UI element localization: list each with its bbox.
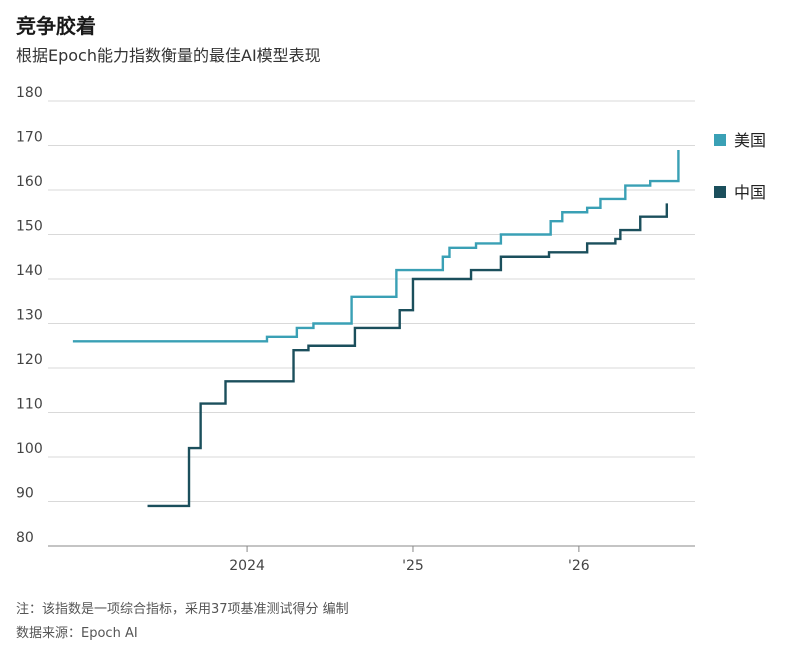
y-tick-label: 130 <box>16 308 43 324</box>
footnote-note: 注：该指数是一项综合指标，采用37项基准测试得分 编制 <box>16 602 349 617</box>
y-tick-label: 80 <box>16 530 34 546</box>
y-tick-label: 110 <box>16 397 43 413</box>
grid-layer: 80 90 100 110 120 130 140 150 160 170 180 2024 '25 '2… <box>16 85 695 574</box>
y-tick-label: 100 <box>16 441 43 457</box>
y-tick-label: 120 <box>16 352 43 368</box>
chart-title: 竞争胶着 <box>16 14 96 38</box>
series-line-us <box>72 149 680 343</box>
y-tick-label: 90 <box>16 486 34 502</box>
y-tick-label: 150 <box>16 219 43 235</box>
legend-label-us: 美国 <box>734 131 766 150</box>
series-layer <box>72 149 680 508</box>
legend-swatch-us <box>714 134 726 146</box>
x-tick-label: '25 <box>402 558 424 574</box>
x-tick-label: '26 <box>568 558 590 574</box>
y-tick-label: 140 <box>16 263 43 279</box>
legend-label-china: 中国 <box>734 183 766 202</box>
x-tick-label: 2024 <box>229 558 265 574</box>
y-tick-label: 180 <box>16 85 43 101</box>
chart-subtitle: 根据Epoch能力指数衡量的最佳AI模型表现 <box>16 46 321 65</box>
y-tick-label: 170 <box>16 130 43 146</box>
footnote-source: 数据来源：Epoch AI <box>16 626 138 641</box>
series-line-china <box>147 203 668 508</box>
y-tick-label: 160 <box>16 174 43 190</box>
legend-swatch-china <box>714 186 726 198</box>
